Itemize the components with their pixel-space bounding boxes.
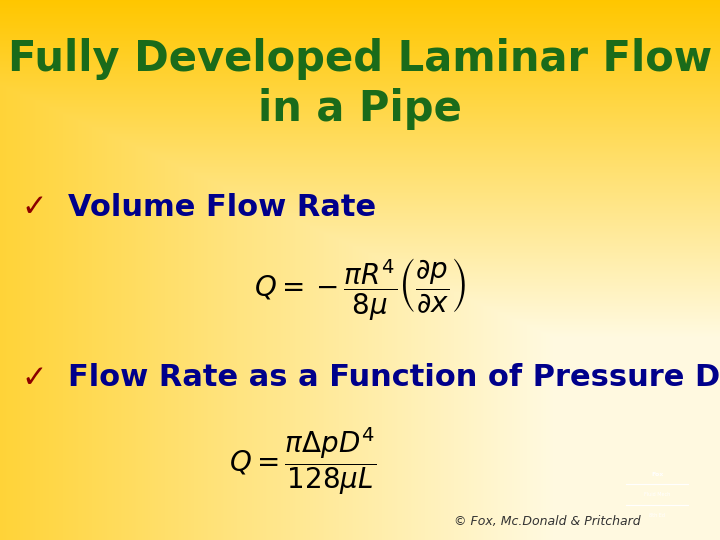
Text: 8th Ed: 8th Ed bbox=[649, 513, 665, 518]
Text: $Q = \dfrac{\pi \Delta p D^4}{128\mu L}$: $Q = \dfrac{\pi \Delta p D^4}{128\mu L}$ bbox=[228, 426, 377, 497]
Text: ✓: ✓ bbox=[22, 193, 47, 222]
Text: Fully Developed Laminar Flow
in a Pipe: Fully Developed Laminar Flow in a Pipe bbox=[8, 38, 712, 130]
Text: Volume Flow Rate: Volume Flow Rate bbox=[68, 193, 377, 222]
Text: © Fox, Mc.Donald & Pritchard: © Fox, Mc.Donald & Pritchard bbox=[454, 515, 640, 528]
Text: ✓: ✓ bbox=[22, 363, 47, 393]
Text: $Q = -\dfrac{\pi R^4}{8\mu}\left(\dfrac{\partial p}{\partial x}\right)$: $Q = -\dfrac{\pi R^4}{8\mu}\left(\dfrac{… bbox=[253, 256, 467, 322]
Text: Fluid Mech: Fluid Mech bbox=[644, 492, 670, 497]
Text: Fox: Fox bbox=[651, 472, 663, 477]
Text: Flow Rate as a Function of Pressure Drop: Flow Rate as a Function of Pressure Drop bbox=[68, 363, 720, 393]
